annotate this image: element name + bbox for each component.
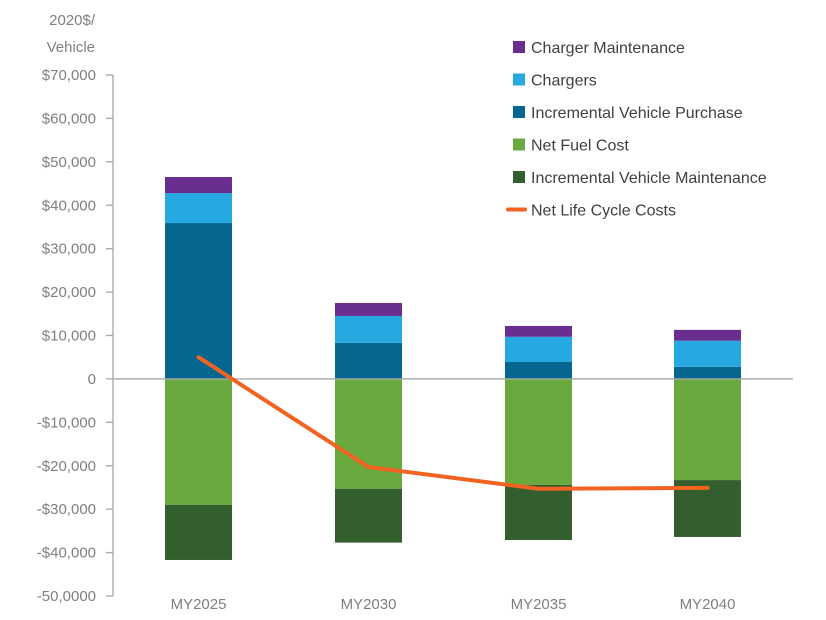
y-tick-label: 0	[88, 371, 96, 388]
legend-swatch	[513, 73, 525, 86]
bar-segment-net-fuel-cost-my2040	[674, 378, 741, 481]
bar-segment-charger-maintenance-my2040	[674, 329, 741, 341]
bar-segment-incremental-vehicle-purchase-my2035	[505, 361, 572, 379]
y-tick-label: -$20,000	[37, 458, 96, 475]
y-axis-unit-label: 2020$/ Vehicle	[47, 12, 96, 56]
legend-label: Net Fuel Cost	[531, 138, 629, 155]
bar-segment-chargers-my2040	[674, 340, 741, 367]
bar-segment-charger-maintenance-my2025	[165, 177, 232, 194]
y-tick-label: $70,000	[42, 67, 96, 84]
y-tick-label: -$30,000	[37, 501, 96, 518]
y-axis: $70,000 $60,000 $50,000 $40,000 $30,000 $20,0…	[37, 67, 114, 605]
y-tick-label: $10,000	[42, 328, 96, 345]
legend-label: Chargers	[531, 73, 597, 90]
y-tick-label: -$10,000	[37, 414, 96, 431]
legend-item-net-fuel-cost: Net Fuel Cost	[513, 138, 629, 155]
net-life-cycle-line-series	[196, 355, 710, 491]
bar-segment-charger-maintenance-my2030	[335, 302, 402, 316]
x-tick-label: MY2040	[680, 596, 736, 613]
bar-segment-chargers-my2025	[165, 193, 232, 224]
legend-swatch	[513, 41, 525, 53]
legend-label: Incremental Vehicle Purchase	[531, 105, 743, 122]
legend-label: Charger Maintenance	[531, 40, 685, 57]
bar-segment-incremental-vehicle-purchase-my2040	[674, 366, 741, 379]
y-tick-label: $60,000	[42, 110, 96, 127]
legend-item-incremental-vehicle-purchase: Incremental Vehicle Purchase	[513, 105, 743, 122]
net-life-cycle-costs-line	[196, 355, 710, 491]
bar-segment-charger-maintenance-my2035	[505, 325, 572, 337]
x-tick-label: MY2030	[341, 596, 397, 613]
bar-segment-chargers-my2035	[505, 336, 572, 362]
x-tick-label: MY2025	[171, 596, 227, 613]
x-axis-labels: MY2025 MY2030 MY2035 MY2040	[171, 596, 736, 613]
y-tick-label: -$40,000	[37, 545, 96, 562]
y-tick-label: $40,000	[42, 197, 96, 214]
y-tick-label: $30,000	[42, 241, 96, 258]
y-tick-label: -50,0000	[37, 588, 96, 605]
legend-swatch	[513, 138, 525, 151]
bar-segment-incremental-vehicle-maintenance-my2030	[335, 488, 402, 543]
x-tick-label: MY2035	[511, 596, 567, 613]
y-axis-unit-line-2: Vehicle	[47, 39, 95, 56]
bar-segment-chargers-my2030	[335, 315, 402, 343]
legend-label: Net Life Cycle Costs	[531, 203, 676, 220]
bar-segment-incremental-vehicle-purchase-my2030	[335, 342, 402, 379]
bar-segment-net-fuel-cost-my2030	[335, 378, 402, 489]
bar-segment-incremental-vehicle-maintenance-my2025	[165, 504, 232, 560]
legend-swatch	[513, 171, 525, 183]
y-tick-label: $50,000	[42, 154, 96, 171]
legend-label: Incremental Vehicle Maintenance	[531, 170, 767, 187]
y-axis-unit-line-1: 2020$/	[49, 12, 96, 29]
bar-segment-incremental-vehicle-purchase-my2025	[165, 223, 232, 379]
legend-item-net-life-cycle-costs: Net Life Cycle Costs	[506, 203, 676, 220]
legend: Charger Maintenance Chargers Incremental V…	[506, 40, 767, 220]
legend-item-incremental-vehicle-maintenance: Incremental Vehicle Maintenance	[513, 170, 767, 187]
legend-item-charger-maintenance: Charger Maintenance	[513, 40, 685, 57]
bar-segment-net-fuel-cost-my2025	[165, 378, 232, 505]
bar-segment-incremental-vehicle-maintenance-my2035	[505, 484, 572, 540]
legend-item-chargers: Chargers	[513, 73, 597, 90]
y-tick-label: $20,000	[42, 284, 96, 301]
bars	[165, 177, 741, 560]
legend-swatch	[513, 106, 525, 118]
bar-segment-net-fuel-cost-my2035	[505, 378, 572, 485]
